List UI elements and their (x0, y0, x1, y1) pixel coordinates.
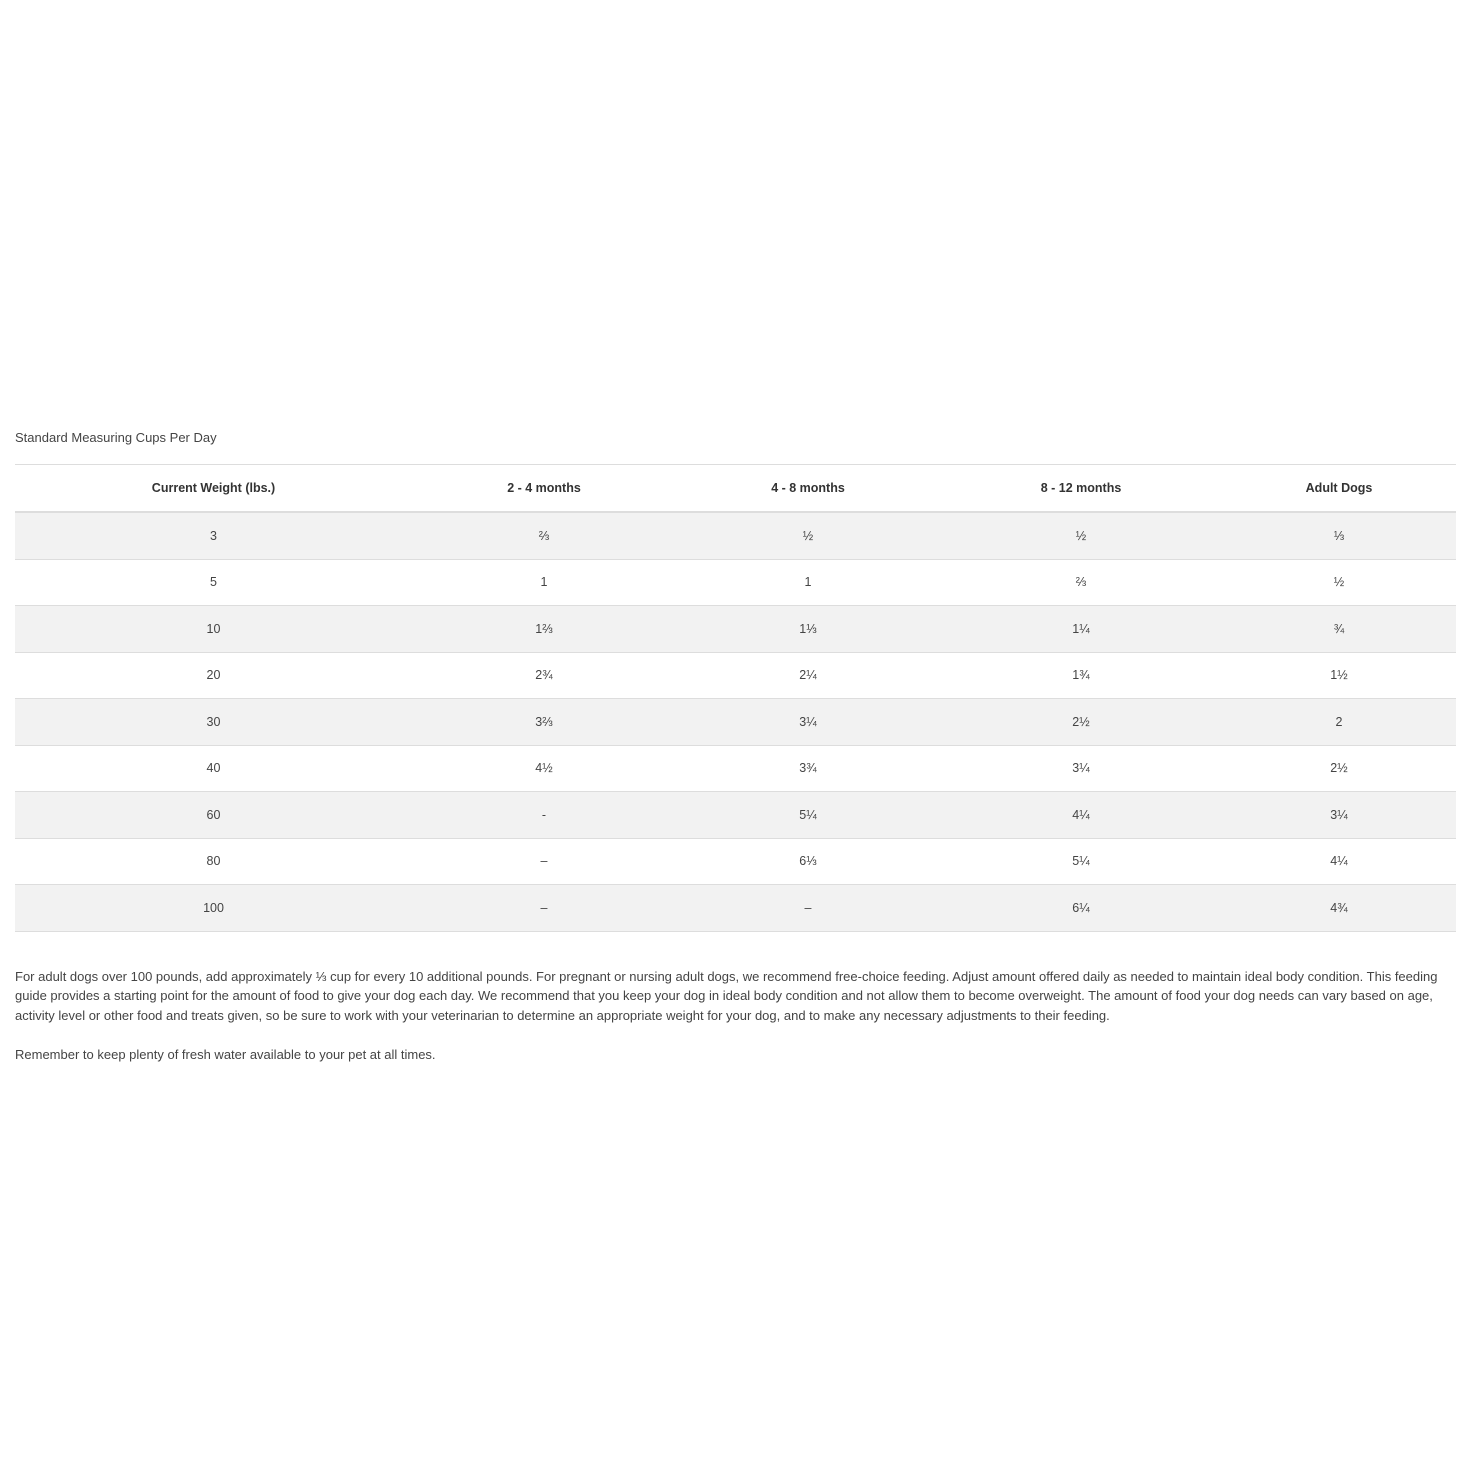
table-row: 20 2¾ 2¼ 1¾ 1½ (15, 652, 1456, 699)
table-cell: ½ (940, 512, 1222, 560)
table-cell: 2¾ (412, 652, 676, 699)
table-cell: 3¼ (940, 745, 1222, 792)
table-cell: ½ (676, 512, 940, 560)
table-cell: 80 (15, 838, 412, 885)
table-row: 80–6⅓ 5¼ 4¼ (15, 838, 1456, 885)
table-cell: 6¼ (940, 884, 1222, 932)
table-cell: 3⅔ (412, 698, 676, 746)
table-cell: 4½ (412, 745, 676, 792)
table-cell: 4¼ (940, 791, 1222, 839)
table-row: 60-5¼ 4¼ 3¼ (15, 791, 1456, 839)
table-cell: 4¾ (1222, 884, 1456, 932)
feeding-table: Current Weight (lbs.) 2 - 4 months 4 - 8 m… (15, 464, 1456, 932)
table-caption: Standard Measuring Cups Per Day (15, 430, 217, 445)
table-cell: 3¼ (1222, 791, 1456, 839)
table-cell: 40 (15, 745, 412, 792)
table-cell: 60 (15, 791, 412, 839)
water-reminder: Remember to keep plenty of fresh water a… (15, 1046, 436, 1062)
table-cell: 5¼ (676, 791, 940, 839)
table-cell: 1½ (1222, 652, 1456, 699)
table-cell: 2¼ (676, 652, 940, 699)
table-cell: 1 (412, 559, 676, 606)
table-cell: ¾ (1222, 605, 1456, 653)
table-cell: 20 (15, 652, 412, 699)
column-header: 4 - 8 months (676, 464, 940, 513)
table-cell: ⅓ (1222, 512, 1456, 560)
table-cell: – (412, 884, 676, 932)
table-cell: 3¼ (676, 698, 940, 746)
column-header: 8 - 12 months (940, 464, 1222, 513)
table-cell: ⅔ (412, 512, 676, 560)
table-header-row: Current Weight (lbs.) 2 - 4 months 4 - 8 m… (15, 464, 1456, 513)
table-cell: 3 (15, 512, 412, 560)
table-cell: 5¼ (940, 838, 1222, 885)
table-cell: 4¼ (1222, 838, 1456, 885)
table-cell: ½ (1222, 559, 1456, 606)
feeding-notes: For adult dogs over 100 pounds, add appr… (15, 967, 1456, 1065)
table-cell: - (412, 791, 676, 839)
table-cell: – (676, 884, 940, 932)
table-row: 40 4½ 3¾ 3¼ 2½ (15, 745, 1456, 792)
table-row: 30 3⅔ 3¼ 2½ 2 (15, 698, 1456, 746)
table-cell: 10 (15, 605, 412, 653)
column-header: Current Weight (lbs.) (15, 464, 412, 513)
table-cell: 2½ (1222, 745, 1456, 792)
table-cell: 1 (676, 559, 940, 606)
feeding-guide: Standard Measuring Cups Per Day Current … (15, 430, 1456, 1084)
table-cell: 2½ (940, 698, 1222, 746)
table-cell: 1¾ (940, 652, 1222, 699)
table-cell: 100 (15, 884, 412, 932)
table-row: 10 1⅔ 1⅓ 1¼ ¾ (15, 605, 1456, 653)
table-cell: 6⅓ (676, 838, 940, 885)
table-cell: 5 (15, 559, 412, 606)
table-cell: ⅔ (940, 559, 1222, 606)
table-row: 100– –6¼ 4¾ (15, 884, 1456, 932)
table-cell: 1⅔ (412, 605, 676, 653)
table-cell: 30 (15, 698, 412, 746)
column-header: Adult Dogs (1222, 464, 1456, 513)
table-cell: 2 (1222, 698, 1456, 746)
table-cell: – (412, 838, 676, 885)
notes-paragraph: For adult dogs over 100 pounds, add appr… (15, 968, 1438, 1023)
table-cell: 1⅓ (676, 605, 940, 653)
table-cell: 3¾ (676, 745, 940, 792)
table-cell: 1¼ (940, 605, 1222, 653)
column-header: 2 - 4 months (412, 464, 676, 513)
